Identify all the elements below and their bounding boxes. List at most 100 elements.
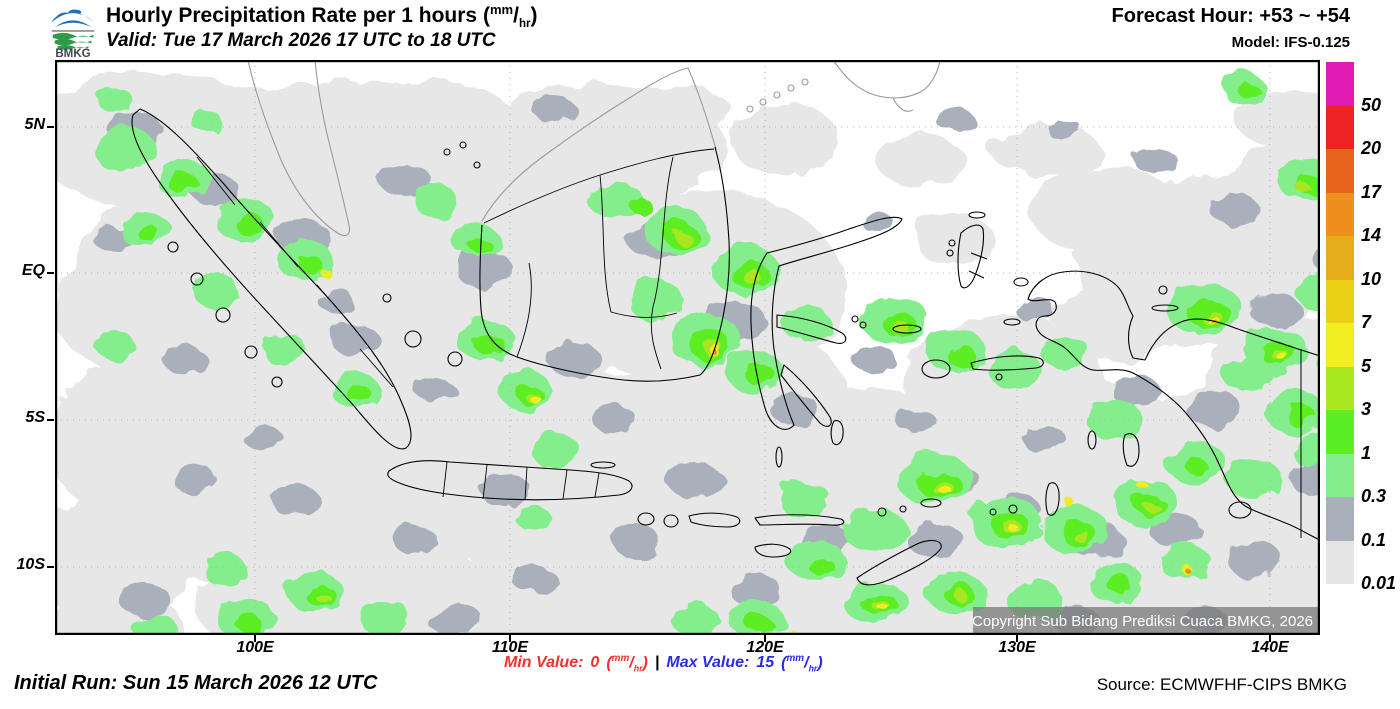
coastline-buru xyxy=(921,359,951,379)
legend-value-label: 7 xyxy=(1361,312,1372,332)
legend-value-label: 0.3 xyxy=(1361,486,1387,506)
coastline-buton xyxy=(830,420,844,446)
legend-color-segment xyxy=(1326,279,1354,323)
precip-blob xyxy=(1211,194,1259,226)
precipitation-map: Copyright Sub Bidang Prediksi Cuaca BMKG… xyxy=(55,60,1320,635)
precip-blob xyxy=(415,378,455,402)
precip-blob xyxy=(730,105,840,175)
coastline-mentawai xyxy=(190,272,204,286)
precip-blob xyxy=(315,592,329,602)
precip-blob xyxy=(355,82,515,158)
legend-color-segment xyxy=(1326,149,1354,193)
precip-blob xyxy=(191,274,239,306)
precip-blob xyxy=(1047,120,1083,140)
copyright-overlay: Copyright Sub Bidang Prediksi Cuaca BMKG… xyxy=(972,607,1320,633)
precip-blob xyxy=(189,110,221,130)
coastline-halmahera-arms xyxy=(968,252,988,279)
precip-blob xyxy=(237,616,263,634)
precip-blob xyxy=(445,350,625,470)
y-tick-label: 10S xyxy=(16,556,45,573)
precip-blob xyxy=(1249,294,1301,326)
precip-blob xyxy=(1227,460,1283,500)
coastline-ternate xyxy=(948,239,956,247)
coastline-biak xyxy=(1158,285,1168,295)
copyright-text: Copyright Sub Bidang Prediksi Cuaca BMKG… xyxy=(972,613,1313,630)
precip-blob xyxy=(907,522,963,558)
coastline-yapen xyxy=(1151,304,1179,312)
x-tick-label: 140E xyxy=(1251,639,1289,656)
legend-color-segment xyxy=(1326,192,1354,236)
valid-time-label: Valid: Tue 17 March 2026 17 UTC to 18 UT… xyxy=(106,30,496,51)
y-tick-label: 5S xyxy=(25,409,45,426)
coastline-sula xyxy=(892,324,922,334)
precip-blob xyxy=(1041,334,1089,370)
title-text: Hourly Precipitation Rate per 1 hours xyxy=(106,4,478,27)
precip-blob xyxy=(729,574,781,606)
coastline-waigeo xyxy=(1013,277,1029,287)
coastline-halmahera xyxy=(957,224,985,289)
precip-blob xyxy=(744,271,762,285)
precip-blob xyxy=(1188,572,1194,576)
precip-blob xyxy=(895,408,935,432)
precip-blob xyxy=(853,346,897,374)
coastline-mindanao xyxy=(832,60,941,99)
legend-color-segment xyxy=(1326,105,1354,149)
forecast-hour-label: Forecast Hour: +53 ~ +54 xyxy=(1111,5,1350,27)
legend-color-segment xyxy=(1326,540,1354,584)
max-value: 15 xyxy=(756,654,775,672)
coastline-tanimbar xyxy=(1045,482,1060,516)
x-tick-mark xyxy=(254,635,256,642)
precip-blob xyxy=(1023,426,1067,454)
precip-blob xyxy=(1145,502,1159,512)
coastline-natuna xyxy=(443,148,451,156)
precip-blob xyxy=(93,128,157,172)
precip-blob xyxy=(97,88,133,112)
x-tick-mark xyxy=(1269,635,1271,642)
coastline-banggai xyxy=(851,315,859,323)
precip-blob xyxy=(843,508,907,552)
coastline-anambas xyxy=(473,161,481,169)
coastline-sumba xyxy=(754,543,792,558)
precip-blob xyxy=(1087,400,1143,440)
x-tick-label: 110E xyxy=(491,639,529,656)
legend-color-segment xyxy=(1326,453,1354,497)
precip-blob xyxy=(620,86,730,130)
coastline-misool xyxy=(1003,318,1021,326)
coastline-bangka xyxy=(404,330,422,348)
precip-blob xyxy=(945,344,975,366)
coastline-sumatra xyxy=(131,108,412,450)
legend-value-label: 14 xyxy=(1361,225,1382,245)
precip-blob xyxy=(170,174,200,196)
precip-blob xyxy=(675,232,691,244)
x-tick-label: 120E xyxy=(746,639,784,656)
coastline-madura xyxy=(590,461,616,469)
coastline-alor xyxy=(877,507,887,517)
precip-blob xyxy=(1285,404,1315,426)
border-sumatra-provinces xyxy=(196,156,394,388)
y-tick-label: 5N xyxy=(24,116,45,133)
coastline-java xyxy=(387,460,633,501)
coastline-pagai xyxy=(244,345,258,359)
precip-blob xyxy=(139,227,161,243)
x-tick-label: 100E xyxy=(236,639,274,656)
legend-color-segment xyxy=(1326,236,1354,280)
precip-blob xyxy=(517,508,553,532)
precip-blob xyxy=(1235,92,1320,148)
coastline-indonesia xyxy=(131,108,1320,586)
precip-blob xyxy=(533,98,577,122)
precip-blob xyxy=(203,554,247,586)
precip-blob xyxy=(1291,464,1320,496)
coastline-yos-sudarso xyxy=(1228,501,1252,519)
copyright-background xyxy=(973,607,1320,633)
coastline-bali xyxy=(637,512,655,526)
y-tick-mark xyxy=(47,566,54,568)
precip-blob xyxy=(531,432,579,468)
precip-blob xyxy=(345,383,369,401)
precip-blob xyxy=(393,526,437,554)
legend-value-label: 0.1 xyxy=(1361,529,1387,550)
precip-blob xyxy=(457,250,513,290)
precip-blob xyxy=(915,215,995,265)
coastline-timor xyxy=(856,539,942,586)
precip-blob xyxy=(427,604,483,635)
precip-blob xyxy=(1187,392,1243,428)
